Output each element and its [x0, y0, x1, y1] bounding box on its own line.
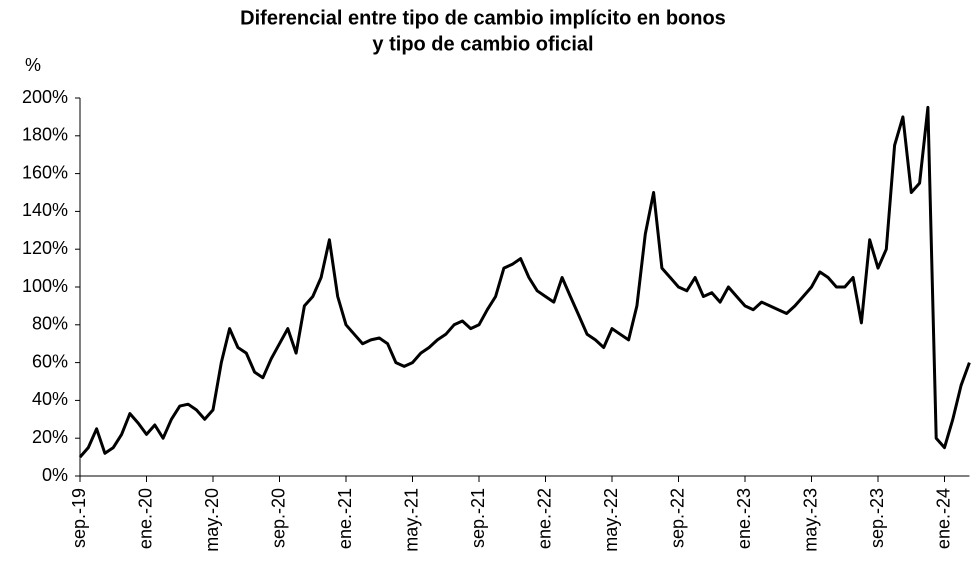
chart-title: Diferencial entre tipo de cambio implíci… [240, 7, 726, 29]
y-tick-label: 100% [22, 276, 68, 296]
x-tick-label: sep.-21 [468, 488, 488, 548]
x-tick-label: may.-20 [202, 488, 222, 552]
line-series [78, 105, 971, 459]
y-tick-label: 0% [42, 465, 68, 485]
y-tick-label: 140% [22, 200, 68, 220]
y-tick-label: 200% [22, 87, 68, 107]
chart-title: y tipo de cambio oficial [372, 33, 593, 55]
y-tick-label: 180% [22, 125, 68, 145]
y-tick-label: 20% [32, 427, 68, 447]
x-tick-label: ene.-22 [534, 488, 554, 549]
y-tick-label: 60% [32, 351, 68, 371]
x-tick-label: may.-21 [401, 488, 421, 552]
x-tick-label: ene.-20 [135, 488, 155, 549]
y-axis-label: % [25, 55, 41, 75]
x-tick-label: ene.-23 [734, 488, 754, 549]
y-tick-label: 120% [22, 238, 68, 258]
x-tick-label: sep.-23 [867, 488, 887, 548]
x-tick-label: sep.-20 [268, 488, 288, 548]
y-tick-label: 160% [22, 162, 68, 182]
x-tick-label: sep.-22 [667, 488, 687, 548]
x-tick-label: may.-22 [601, 488, 621, 552]
x-tick-label: may.-23 [800, 488, 820, 552]
x-tick-label: sep.-19 [69, 488, 89, 548]
y-tick-label: 40% [32, 389, 68, 409]
y-tick-label: 80% [32, 314, 68, 334]
x-tick-label: ene.-21 [335, 488, 355, 549]
x-tick-label: ene.-24 [933, 488, 953, 549]
